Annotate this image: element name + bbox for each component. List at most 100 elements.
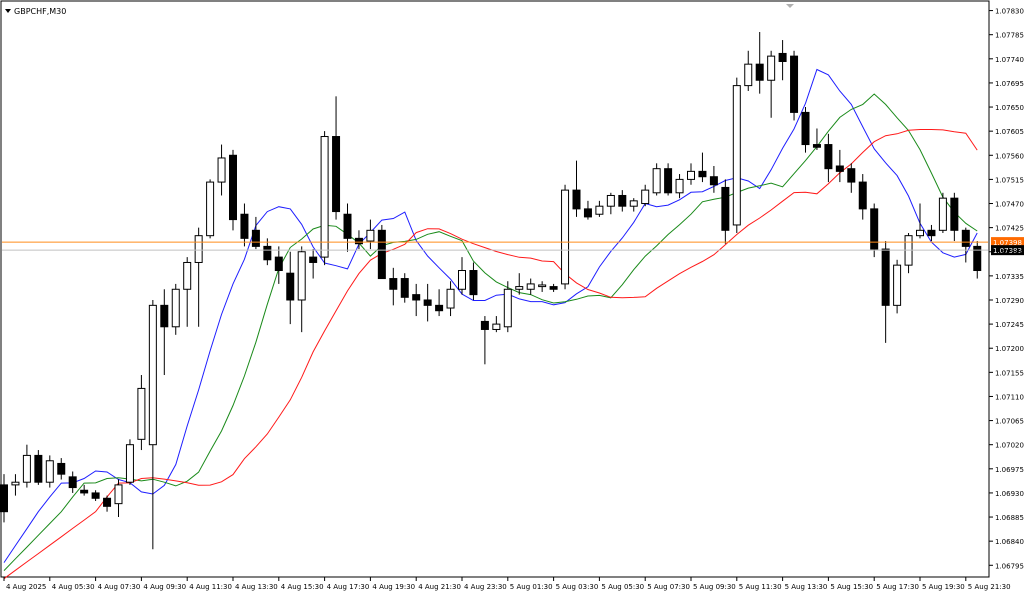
candle[interactable] <box>606 192 615 215</box>
candle[interactable] <box>950 192 959 242</box>
price-tick-label: 1.07110 <box>995 393 1024 401</box>
candle[interactable] <box>549 283 558 292</box>
candle[interactable] <box>148 299 157 550</box>
candle[interactable] <box>80 484 89 496</box>
candle[interactable] <box>103 495 112 512</box>
candle[interactable] <box>938 192 947 233</box>
candle[interactable] <box>480 316 489 365</box>
candle[interactable] <box>572 160 581 217</box>
candle[interactable] <box>68 471 77 493</box>
candle[interactable] <box>229 149 237 231</box>
candle[interactable] <box>183 257 192 327</box>
candle[interactable] <box>618 190 627 212</box>
candle[interactable] <box>114 479 123 518</box>
candle[interactable] <box>515 273 524 295</box>
candle[interactable] <box>469 262 478 300</box>
candle[interactable] <box>354 230 363 250</box>
candle[interactable] <box>526 278 535 295</box>
candle[interactable] <box>629 198 638 212</box>
candle[interactable] <box>583 200 592 220</box>
candle-body-bear <box>469 270 478 296</box>
candle[interactable] <box>824 133 833 183</box>
candle[interactable] <box>835 149 844 183</box>
candle[interactable] <box>767 50 776 118</box>
candle[interactable] <box>927 224 936 242</box>
candle[interactable] <box>435 289 444 317</box>
candle[interactable] <box>652 163 661 196</box>
candle[interactable] <box>790 50 799 121</box>
candle-body-bull <box>938 197 947 231</box>
candle[interactable] <box>332 96 341 220</box>
candle[interactable] <box>961 227 970 263</box>
candle[interactable] <box>698 152 707 183</box>
candle[interactable] <box>0 474 8 523</box>
candle[interactable] <box>137 375 146 451</box>
candle[interactable] <box>45 455 54 488</box>
candle[interactable] <box>22 444 31 488</box>
candle[interactable] <box>561 184 570 290</box>
price-tick-label: 1.07560 <box>995 152 1024 160</box>
candle[interactable] <box>240 203 249 247</box>
candle[interactable] <box>801 107 810 153</box>
candle[interactable] <box>916 203 924 239</box>
candle-body-bear <box>251 229 260 247</box>
candle[interactable] <box>538 281 547 292</box>
candle[interactable] <box>858 174 867 220</box>
candle-body-bear <box>961 229 970 247</box>
candle[interactable] <box>458 257 466 295</box>
candle[interactable] <box>881 241 890 343</box>
candle[interactable] <box>709 166 718 193</box>
candle[interactable] <box>274 246 283 284</box>
candle[interactable] <box>755 32 764 94</box>
candle[interactable] <box>893 259 902 314</box>
candle[interactable] <box>412 283 421 317</box>
candle[interactable] <box>503 281 512 333</box>
candle[interactable] <box>400 273 409 303</box>
candle-body-bull <box>125 444 134 483</box>
candle[interactable] <box>377 224 386 280</box>
candle[interactable] <box>870 203 879 258</box>
candle[interactable] <box>125 439 134 485</box>
candle[interactable] <box>595 200 604 217</box>
candle[interactable] <box>251 216 260 250</box>
candle[interactable] <box>286 251 295 325</box>
candle[interactable] <box>744 50 753 91</box>
candle-body-bear <box>400 278 409 298</box>
candle[interactable] <box>34 450 43 485</box>
candle[interactable] <box>11 474 20 496</box>
candle[interactable] <box>675 174 684 199</box>
candle[interactable] <box>389 267 398 306</box>
candle[interactable] <box>297 246 306 333</box>
candle[interactable] <box>492 316 501 333</box>
candle[interactable] <box>320 131 329 266</box>
candle[interactable] <box>687 163 695 185</box>
symbol-dropdown-icon[interactable] <box>5 9 11 13</box>
time-tick-label: 4 Aug 23:30 <box>464 583 507 591</box>
candle[interactable] <box>91 490 100 501</box>
candle-body-bear <box>572 189 581 210</box>
candle[interactable] <box>847 163 856 193</box>
candle[interactable] <box>812 128 821 150</box>
candle[interactable] <box>263 238 272 266</box>
candle[interactable] <box>641 184 650 207</box>
candle[interactable] <box>309 249 318 279</box>
candle[interactable] <box>194 227 203 327</box>
ma-mid-line <box>3 93 978 571</box>
candle[interactable] <box>160 289 169 376</box>
candle[interactable] <box>446 281 455 317</box>
candle[interactable] <box>217 144 226 196</box>
chart-shift-marker-icon[interactable] <box>786 4 794 8</box>
candle[interactable] <box>778 40 787 81</box>
candle[interactable] <box>57 458 66 480</box>
candle[interactable] <box>664 163 673 196</box>
candle[interactable] <box>366 219 375 250</box>
candle[interactable] <box>206 179 215 239</box>
candle[interactable] <box>171 283 180 335</box>
candle[interactable] <box>343 203 352 252</box>
candle[interactable] <box>973 241 982 279</box>
candle[interactable] <box>721 179 730 244</box>
candle[interactable] <box>423 283 432 322</box>
candle[interactable] <box>732 77 741 233</box>
